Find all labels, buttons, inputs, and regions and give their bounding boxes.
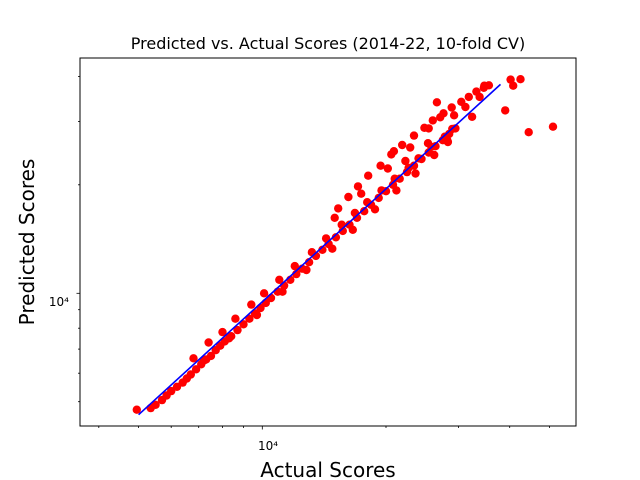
data-point: [252, 310, 262, 320]
data-point: [318, 245, 327, 254]
data-point: [461, 102, 470, 112]
data-point: [206, 351, 216, 361]
data-point: [224, 334, 234, 343]
data-point: [233, 325, 242, 335]
data-point: [443, 136, 452, 145]
data-point: [464, 92, 473, 102]
data-point: [475, 92, 484, 102]
data-point: [406, 143, 415, 152]
data-point: [259, 289, 269, 298]
data-point: [338, 226, 347, 236]
data-point: [334, 204, 343, 213]
data-point: [132, 405, 141, 414]
x-axis-label: Actual Scores: [260, 458, 395, 480]
data-point: [376, 161, 385, 170]
fit-line-layer: [138, 83, 502, 416]
data-point: [331, 233, 341, 242]
data-point: [374, 193, 383, 203]
data-point: [348, 225, 357, 234]
data-point: [383, 164, 392, 173]
data-point: [328, 244, 337, 253]
data-point: [186, 370, 195, 379]
data-point: [330, 213, 339, 222]
data-point: [357, 189, 366, 198]
data-point: [364, 171, 373, 180]
data-point: [199, 356, 208, 365]
data-point: [278, 287, 287, 296]
data-point: [423, 139, 433, 148]
data-point: [401, 156, 410, 166]
data-point: [389, 147, 399, 156]
data-point: [350, 208, 360, 218]
data-point: [467, 112, 477, 122]
y-axis-label: Predicted Scores: [15, 159, 39, 326]
data-point: [307, 248, 317, 257]
chart-title: Predicted vs. Actual Scores (2014-22, 10…: [131, 34, 525, 53]
data-point: [436, 113, 445, 122]
data-point: [392, 186, 401, 195]
data-point: [524, 128, 533, 137]
data-point: [424, 124, 433, 133]
data-point: [447, 103, 456, 112]
data-point: [370, 205, 380, 214]
data-point: [353, 182, 363, 191]
data-point: [302, 265, 311, 275]
data-point: [321, 234, 331, 243]
data-point: [290, 261, 299, 271]
data-point: [151, 400, 160, 409]
y-tick-label: 10⁴: [49, 295, 69, 309]
data-point: [204, 338, 213, 347]
data-point: [377, 186, 386, 195]
data-point: [167, 386, 176, 396]
data-point: [501, 106, 510, 115]
data-point: [509, 81, 518, 90]
data-point: [245, 314, 254, 323]
data-point: [409, 131, 419, 140]
plot-frame: [79, 57, 577, 427]
data-point: [344, 192, 353, 202]
data-point: [398, 140, 407, 150]
data-point: [484, 81, 494, 90]
data-point: [428, 116, 437, 125]
data-point: [516, 75, 525, 84]
data-point: [231, 314, 240, 323]
data-point: [449, 111, 459, 120]
data-point: [218, 327, 227, 337]
data-point: [247, 300, 256, 309]
data-point: [266, 293, 276, 303]
data-point: [390, 174, 399, 183]
x-tick-label: 10⁴: [258, 439, 278, 453]
fit-line: [138, 83, 502, 416]
data-point: [430, 150, 439, 160]
data-point: [189, 354, 198, 363]
data-point: [275, 275, 284, 284]
axis-ticks: [76, 76, 550, 430]
data-point: [411, 169, 420, 178]
data-point: [360, 207, 369, 216]
data-point: [432, 98, 442, 107]
data-point: [239, 320, 248, 329]
data-point: [548, 122, 558, 131]
